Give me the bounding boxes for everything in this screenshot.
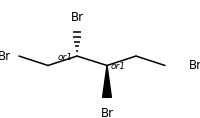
Polygon shape — [103, 65, 111, 97]
Text: Br: Br — [70, 11, 84, 24]
Text: Br: Br — [0, 50, 11, 63]
Text: Br: Br — [100, 107, 114, 118]
Text: or1: or1 — [58, 53, 73, 62]
Text: or1: or1 — [111, 62, 126, 71]
Text: Br: Br — [189, 59, 200, 72]
